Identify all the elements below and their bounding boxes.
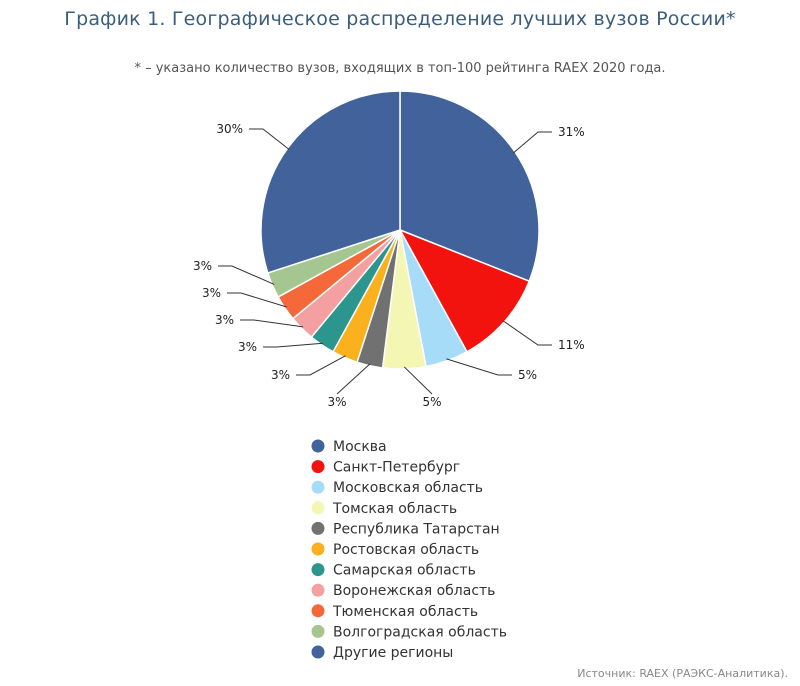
label-leader-line [403,366,433,395]
legend-label: Воронежская область [333,583,495,599]
legend-marker [311,604,325,618]
legend-label: Волгоградская область [333,624,507,640]
legend-marker [311,480,325,494]
legend-label: Санкт-Петербург [333,460,460,476]
data-label: 3% [271,368,290,382]
legend-marker [311,460,325,474]
data-label: 3% [327,395,346,409]
chart-title: График 1. Географическое распределение л… [64,8,736,30]
legend-label: Московская область [333,480,483,496]
legend-label: Республика Татарстан [333,521,500,537]
label-leader-line [218,265,275,285]
label-leader-line [249,128,290,150]
data-label: 3% [215,313,234,327]
legend-marker [311,501,325,515]
label-leader-line [296,355,346,376]
label-leader-line [227,292,287,308]
legend-label: Ростовская область [333,542,479,558]
legend-label: Тюменская область [332,604,478,620]
data-label: 3% [238,340,257,354]
legend-label: Томская область [332,501,457,517]
label-leader-line [240,319,304,328]
legend-marker [311,624,325,638]
label-leader-line [336,363,371,395]
legend-marker [311,521,325,535]
legend-label: Москва [333,439,387,455]
label-leaders [218,128,552,395]
data-label: 30% [216,122,243,136]
data-label: 31% [558,125,585,139]
legend-label: Самарская область [333,563,476,579]
label-leader-line [512,131,552,154]
data-labels: 31% 11% 5% 5% 3% 3% 3% 3% 3% 3% 30% [193,122,585,409]
legend-marker [311,542,325,556]
data-label: 5% [518,368,537,382]
data-label: 5% [422,395,441,409]
legend-marker [311,563,325,577]
data-label: 3% [202,286,221,300]
label-leader-line [502,320,552,346]
pie-slices [260,90,540,370]
data-label: 11% [558,338,585,352]
label-leader-line [263,342,324,348]
legend-marker [311,439,325,453]
legend-label: Другие регионы [333,645,453,661]
legend-marker [311,645,325,659]
legend: Москва Санкт-Петербург Московская область Т… [311,439,507,661]
legend-marker [311,583,325,597]
label-leader-line [446,358,512,376]
data-label: 3% [193,259,212,273]
chart-subtitle: * – указано количество вузов, входящих в… [134,61,666,76]
source-note: Источник: RAEX (РАЭКС-Аналитика). [577,667,788,680]
